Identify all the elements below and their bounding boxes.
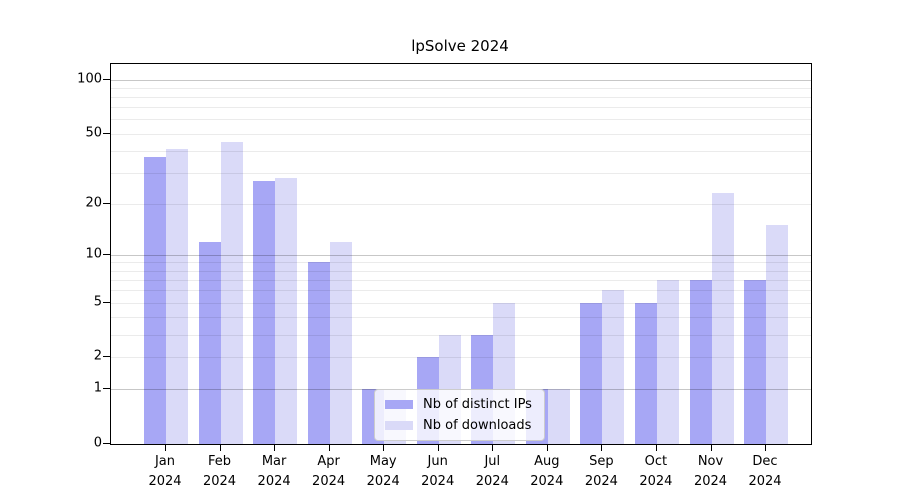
x-tick-label-jun-2024: Jun 2024 [421, 454, 455, 489]
gridline-minor-5 [111, 302, 811, 304]
x-tick-label-nov-2024: Nov 2024 [693, 454, 728, 489]
gridline-minor-3 [111, 334, 811, 336]
bar-nb-of-downloads-dec-2024 [766, 225, 788, 444]
gridline-minor-60 [111, 119, 811, 121]
legend: Nb of distinct IPs Nb of downloads [374, 389, 545, 441]
gridline-minor-4 [111, 316, 811, 318]
bar-nb-of-distinct-ips-mar-2024 [253, 180, 276, 444]
bar-nb-of-distinct-ips-dec-2024 [744, 279, 766, 444]
x-tick-mark-may-2024 [383, 444, 385, 451]
x-tick-label-apr-2024: Apr 2024 [312, 454, 346, 489]
x-tick-mark-jan-2024 [165, 444, 166, 451]
chart-title: lpSolve 2024 [411, 37, 509, 55]
x-tick-mark-feb-2024 [219, 444, 221, 451]
x-tick-label-feb-2024: Feb 2024 [202, 454, 237, 489]
x-tick-mark-apr-2024 [328, 444, 330, 451]
x-tick-mark-jul-2024 [492, 444, 494, 451]
x-tick-mark-oct-2024 [655, 444, 657, 451]
y-tick-label-1: 1 [93, 380, 102, 396]
x-tick-mark-jun-2024 [437, 444, 439, 451]
gridline-minor-30 [111, 172, 811, 174]
y-tick-mark-20 [103, 202, 110, 204]
x-tick-label-sep-2024: Sep 2024 [584, 454, 618, 489]
legend-swatch-distinct-ips [385, 400, 413, 409]
y-tick-label-20: 20 [85, 195, 102, 211]
gridline-minor-90 [111, 87, 811, 89]
bar-nb-of-distinct-ips-apr-2024 [307, 262, 330, 444]
x-tick-mark-aug-2024 [546, 444, 548, 451]
gridline-minor-70 [111, 107, 811, 109]
legend-label-distinct-ips: Nb of distinct IPs [423, 397, 532, 412]
x-tick-label-oct-2024: Oct 2024 [639, 454, 673, 489]
gridline-minor-9 [111, 262, 811, 264]
x-tick-mark-dec-2024 [765, 444, 766, 451]
x-tick-label-may-2024: May 2024 [366, 454, 400, 489]
gridline-minor-20 [111, 203, 811, 205]
x-tick-label-mar-2024: Mar 2024 [257, 454, 291, 489]
y-tick-label-5: 5 [93, 294, 102, 309]
y-tick-label-10: 10 [85, 246, 102, 262]
bar-nb-of-downloads-feb-2024 [220, 141, 243, 444]
y-tick-mark-10 [103, 253, 110, 255]
y-tick-mark-100 [103, 78, 110, 80]
bar-nb-of-downloads-oct-2024 [656, 279, 679, 444]
gridline-minor-2 [111, 357, 811, 359]
gridline-minor-80 [111, 97, 811, 98]
gridline-major-100 [111, 79, 811, 81]
x-tick-mark-mar-2024 [274, 444, 276, 451]
y-tick-mark-5 [103, 301, 110, 303]
y-tick-label-0: 0 [93, 435, 102, 451]
gridline-minor-40 [111, 150, 811, 152]
bar-nb-of-distinct-ips-jan-2024 [144, 156, 166, 444]
y-tick-label-50: 50 [85, 125, 102, 140]
bar-nb-of-distinct-ips-nov-2024 [689, 279, 712, 444]
x-tick-label-aug-2024: Aug 2024 [530, 454, 564, 489]
x-tick-mark-nov-2024 [710, 444, 712, 451]
bar-nb-of-downloads-mar-2024 [275, 178, 298, 444]
y-tick-mark-1 [103, 388, 110, 390]
bar-nb-of-distinct-ips-feb-2024 [198, 241, 221, 444]
x-tick-label-dec-2024: Dec 2024 [748, 454, 782, 489]
bar-nb-of-distinct-ips-sep-2024 [580, 302, 603, 444]
gridline-minor-8 [111, 270, 811, 272]
y-tick-mark-2 [103, 356, 110, 358]
bar-nb-of-downloads-nov-2024 [711, 193, 734, 444]
legend-swatch-downloads [385, 421, 413, 430]
y-tick-mark-50 [103, 132, 110, 134]
y-tick-label-100: 100 [77, 71, 102, 87]
legend-label-downloads: Nb of downloads [423, 418, 532, 433]
bar-nb-of-downloads-aug-2024 [547, 389, 570, 444]
gridline-minor-6 [111, 290, 811, 292]
y-tick-mark-0 [103, 443, 110, 444]
gridline-minor-50 [111, 133, 811, 135]
x-tick-mark-sep-2024 [601, 444, 603, 451]
gridline-major-10 [111, 254, 811, 256]
legend-item-downloads: Nb of downloads [385, 418, 532, 433]
plot-area: Nb of distinct IPs Nb of downloads [110, 63, 812, 445]
x-tick-label-jan-2024: Jan 2024 [148, 454, 182, 489]
legend-item-distinct-ips: Nb of distinct IPs [385, 397, 532, 412]
y-tick-label-2: 2 [93, 348, 102, 364]
bar-nb-of-downloads-apr-2024 [329, 241, 352, 444]
bar-nb-of-downloads-sep-2024 [602, 290, 625, 444]
bar-nb-of-distinct-ips-oct-2024 [634, 302, 657, 444]
bar-nb-of-downloads-jan-2024 [166, 148, 188, 444]
gridline-minor-7 [111, 279, 811, 281]
x-tick-label-jul-2024: Jul 2024 [475, 454, 509, 489]
